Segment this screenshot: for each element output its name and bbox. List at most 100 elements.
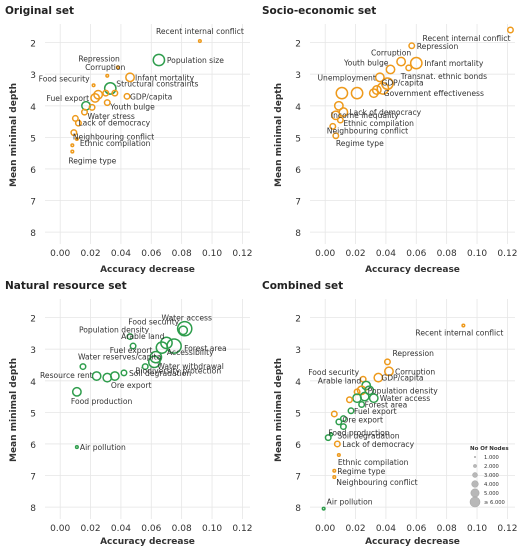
point-label: GDP/capita bbox=[130, 92, 172, 101]
x-tick-label: 0.06 bbox=[406, 524, 426, 534]
point-label: GDP/capita bbox=[381, 374, 423, 383]
y-tick-label: 8 bbox=[295, 504, 301, 514]
data-point bbox=[79, 363, 87, 371]
point-label: Neighbouring conflict bbox=[327, 126, 408, 135]
point-label: Water access bbox=[161, 314, 211, 323]
point-label: Food production bbox=[71, 397, 133, 406]
data-point bbox=[123, 92, 131, 100]
x-tick-label: 0.00 bbox=[50, 249, 70, 259]
data-point bbox=[147, 355, 161, 369]
data-point bbox=[80, 108, 88, 116]
point-label: Population density bbox=[79, 326, 150, 335]
point-label: Ethnic compilation bbox=[80, 139, 151, 148]
data-point bbox=[333, 440, 341, 448]
y-tick-label: 7 bbox=[295, 198, 301, 208]
data-point bbox=[105, 73, 110, 78]
data-point bbox=[339, 423, 347, 431]
y-tick-label: 5 bbox=[295, 409, 301, 419]
point-label: Government effectiveness bbox=[384, 89, 484, 98]
x-tick-label: 0.08 bbox=[437, 524, 457, 534]
data-point bbox=[70, 149, 75, 154]
x-tick-label: 0.02 bbox=[346, 249, 366, 259]
y-tick-label: 3 bbox=[295, 71, 301, 81]
x-tick-label: 0.10 bbox=[467, 249, 487, 259]
point-label: Arable land bbox=[121, 332, 165, 341]
data-point bbox=[141, 363, 149, 371]
y-axis-title: Mean minimal depth bbox=[9, 358, 19, 462]
point-label: Water stress bbox=[87, 112, 134, 121]
point-label: Food security bbox=[308, 368, 359, 377]
data-point bbox=[329, 432, 334, 437]
point-label: Recent internal conflict bbox=[423, 34, 511, 43]
data-point bbox=[109, 371, 120, 382]
data-point bbox=[330, 410, 338, 418]
data-point bbox=[152, 53, 166, 67]
data-point bbox=[102, 89, 110, 97]
data-point bbox=[160, 336, 173, 350]
data-point bbox=[506, 26, 514, 34]
x-tick-label: 0.10 bbox=[202, 249, 222, 259]
legend-title: No Of Nodes bbox=[470, 446, 509, 452]
point-label: Resource rent bbox=[40, 371, 93, 380]
legend-entry: 1.000 bbox=[484, 455, 499, 461]
x-tick-label: 0.04 bbox=[111, 524, 131, 534]
y-tick-label: 2 bbox=[295, 40, 301, 50]
point-label: Infant mortality bbox=[424, 59, 484, 68]
data-point bbox=[120, 369, 128, 377]
data-point bbox=[176, 320, 193, 337]
point-label: Regime type bbox=[68, 157, 116, 166]
x-tick-label: 0.00 bbox=[50, 524, 70, 534]
panel-title: Socio-economic set bbox=[262, 5, 376, 17]
y-axis-title: Mean minimal depth bbox=[9, 83, 19, 187]
x-tick-label: 0.06 bbox=[141, 524, 161, 534]
data-point bbox=[74, 136, 79, 141]
data-point bbox=[329, 122, 337, 130]
x-tick-label: 0.02 bbox=[81, 524, 101, 534]
data-point bbox=[374, 72, 385, 83]
data-point bbox=[91, 83, 96, 88]
y-tick-label: 6 bbox=[295, 441, 301, 451]
x-axis-title: Accuracy decrease bbox=[365, 265, 460, 275]
x-tick-label: 0.12 bbox=[497, 249, 517, 259]
x-tick-label: 0.02 bbox=[346, 524, 366, 534]
legend-size-swatch bbox=[473, 464, 477, 468]
point-label: Structural constraints bbox=[116, 79, 198, 88]
x-axis-title: Accuracy decrease bbox=[100, 537, 195, 547]
data-point bbox=[330, 110, 341, 121]
point-label: Air pollution bbox=[327, 498, 373, 507]
point-label: Corruption bbox=[371, 49, 411, 58]
point-label: Youth bulge bbox=[109, 103, 155, 112]
x-tick-label: 0.12 bbox=[497, 524, 517, 534]
data-point bbox=[335, 86, 349, 100]
data-point bbox=[155, 341, 169, 355]
x-tick-label: 0.02 bbox=[81, 249, 101, 259]
point-label: Unemployment bbox=[317, 73, 375, 82]
legend-size-swatch bbox=[469, 496, 481, 508]
data-point bbox=[332, 132, 340, 140]
data-point bbox=[90, 92, 101, 103]
point-label: Fuel export bbox=[354, 407, 397, 416]
data-point bbox=[74, 445, 79, 450]
chart-panel-4: Combined set 2 3 4 5 6 7 8 0.00 0.02 0.04 0.06 0.08 0… bbox=[262, 280, 517, 547]
data-point bbox=[347, 407, 355, 415]
data-point bbox=[332, 468, 337, 473]
y-tick-label: 7 bbox=[30, 198, 36, 208]
y-tick-label: 6 bbox=[295, 166, 301, 176]
data-point bbox=[405, 64, 413, 72]
point-label: Regime type bbox=[336, 139, 384, 148]
data-point bbox=[126, 333, 134, 341]
data-point bbox=[336, 452, 341, 458]
chart-panel-2: Socio-economic set 2 3 4 5 6 7 8 0.00 0.02 0.04 0.0… bbox=[262, 5, 517, 275]
data-point bbox=[339, 415, 347, 423]
x-tick-label: 0.10 bbox=[202, 524, 222, 534]
data-point bbox=[129, 342, 137, 350]
point-label: Population size bbox=[167, 56, 224, 65]
legend-entry: 5.000 bbox=[484, 491, 499, 497]
data-point bbox=[71, 386, 82, 397]
y-tick-label: 6 bbox=[30, 441, 36, 451]
y-tick-label: 4 bbox=[30, 378, 36, 388]
point-label: Youth bulge bbox=[343, 58, 389, 67]
data-point bbox=[336, 116, 344, 124]
y-tick-label: 2 bbox=[30, 315, 36, 325]
